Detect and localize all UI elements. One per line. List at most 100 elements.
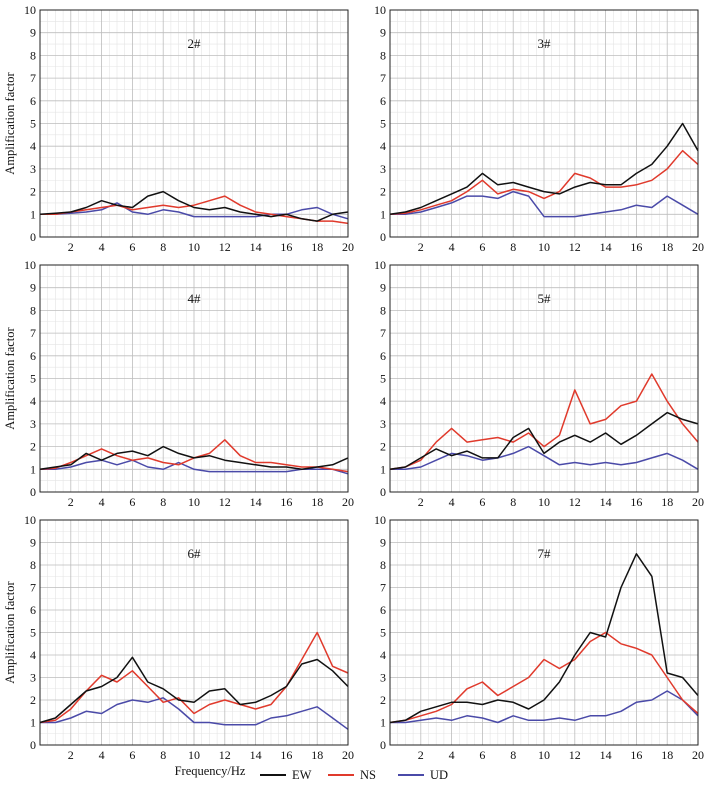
y-tick-label: 5	[380, 626, 386, 640]
y-tick-label: 7	[30, 581, 36, 595]
series-ud-line	[40, 697, 349, 730]
y-tick-label: 0	[380, 485, 386, 499]
y-tick-label: 5	[380, 372, 386, 386]
y-tick-label: 6	[30, 603, 36, 617]
y-tick-label: 4	[380, 648, 386, 662]
x-tick-label: 16	[630, 748, 642, 762]
y-axis-label: Amplification factor	[3, 580, 17, 683]
y-tick-label: 1	[380, 207, 386, 221]
legend-label-ew: EW	[292, 768, 312, 782]
x-tick-label: 8	[510, 495, 516, 509]
y-tick-label: 8	[380, 303, 386, 317]
series-ns-line	[389, 149, 699, 216]
x-tick-label: 6	[479, 495, 485, 509]
series-ew-line	[39, 656, 349, 724]
x-tick-label: 4	[449, 748, 455, 762]
x-tick-label: 20	[342, 495, 354, 509]
y-tick-label: 7	[380, 326, 386, 340]
x-tick-label: 8	[510, 748, 516, 762]
y-tick-label: 9	[380, 26, 386, 40]
subplot-title: 5#	[538, 291, 552, 306]
x-tick-label: 4	[99, 748, 105, 762]
x-tick-label: 18	[661, 748, 673, 762]
x-tick-label: 10	[188, 240, 200, 254]
x-tick-label: 2	[68, 495, 74, 509]
x-tick-label: 6	[129, 748, 135, 762]
subplot-title: 2#	[188, 36, 202, 51]
y-axis-label: Amplification factor	[3, 326, 17, 429]
y-tick-label: 8	[30, 303, 36, 317]
series-ud-line	[390, 190, 699, 218]
plot-frame	[389, 9, 699, 238]
y-tick-label: 10	[374, 3, 386, 17]
y-tick-label: 2	[380, 693, 386, 707]
x-tick-label: 14	[600, 240, 612, 254]
y-tick-label: 6	[380, 94, 386, 108]
y-tick-label: 8	[30, 48, 36, 62]
y-tick-label: 1	[380, 462, 386, 476]
x-tick-label: 18	[661, 240, 673, 254]
x-tick-label: 10	[538, 495, 550, 509]
series-ud-line	[390, 445, 699, 471]
subplot-title: 7#	[538, 546, 552, 561]
series-ew-line	[389, 122, 699, 216]
x-tick-label: 12	[219, 495, 231, 509]
x-tick-label: 14	[600, 495, 612, 509]
x-tick-label: 14	[250, 495, 262, 509]
plot-frame	[39, 519, 349, 746]
x-tick-label: 20	[342, 240, 354, 254]
y-tick-label: 7	[380, 71, 386, 85]
y-tick-label: 5	[380, 117, 386, 131]
y-tick-label: 6	[30, 349, 36, 363]
x-tick-label: 2	[418, 495, 424, 509]
y-tick-label: 3	[380, 671, 386, 685]
x-tick-label: 14	[250, 748, 262, 762]
series-ew-line	[39, 445, 349, 471]
y-tick-label: 3	[30, 162, 36, 176]
y-tick-label: 4	[30, 394, 36, 408]
y-tick-label: 7	[30, 71, 36, 85]
y-tick-label: 6	[30, 94, 36, 108]
plot-frame	[39, 264, 349, 493]
subplot-title: 6#	[188, 546, 202, 561]
y-tick-label: 2	[30, 693, 36, 707]
x-tick-label: 6	[479, 240, 485, 254]
subplot-title: 3#	[538, 36, 552, 51]
y-tick-label: 7	[30, 326, 36, 340]
series-ns-line	[389, 631, 699, 724]
series-ud-line	[40, 202, 349, 220]
x-tick-label: 2	[418, 748, 424, 762]
y-tick-label: 4	[30, 139, 36, 153]
y-tick-label: 2	[380, 440, 386, 454]
x-tick-label: 18	[311, 240, 323, 254]
y-tick-label: 1	[30, 462, 36, 476]
x-tick-label: 14	[250, 240, 262, 254]
y-tick-label: 3	[380, 417, 386, 431]
series-ew-line	[389, 411, 699, 471]
y-tick-label: 9	[30, 26, 36, 40]
y-tick-label: 6	[380, 603, 386, 617]
x-tick-label: 10	[538, 240, 550, 254]
x-tick-label: 20	[692, 240, 704, 254]
x-tick-label: 12	[219, 240, 231, 254]
y-tick-label: 8	[30, 558, 36, 572]
y-tick-label: 5	[30, 372, 36, 386]
x-tick-label: 20	[342, 748, 354, 762]
y-tick-label: 3	[30, 671, 36, 685]
x-tick-label: 18	[311, 748, 323, 762]
x-tick-label: 20	[692, 748, 704, 762]
x-tick-label: 6	[129, 240, 135, 254]
series-ud-line	[390, 690, 699, 724]
x-tick-label: 20	[692, 495, 704, 509]
x-tick-label: 8	[160, 748, 166, 762]
y-tick-label: 0	[30, 738, 36, 752]
plot-frame	[39, 9, 349, 238]
y-tick-label: 10	[24, 258, 36, 272]
y-tick-label: 9	[380, 281, 386, 295]
y-tick-label: 3	[30, 417, 36, 431]
x-tick-label: 4	[99, 240, 105, 254]
x-tick-label: 18	[661, 495, 673, 509]
y-tick-label: 0	[30, 485, 36, 499]
